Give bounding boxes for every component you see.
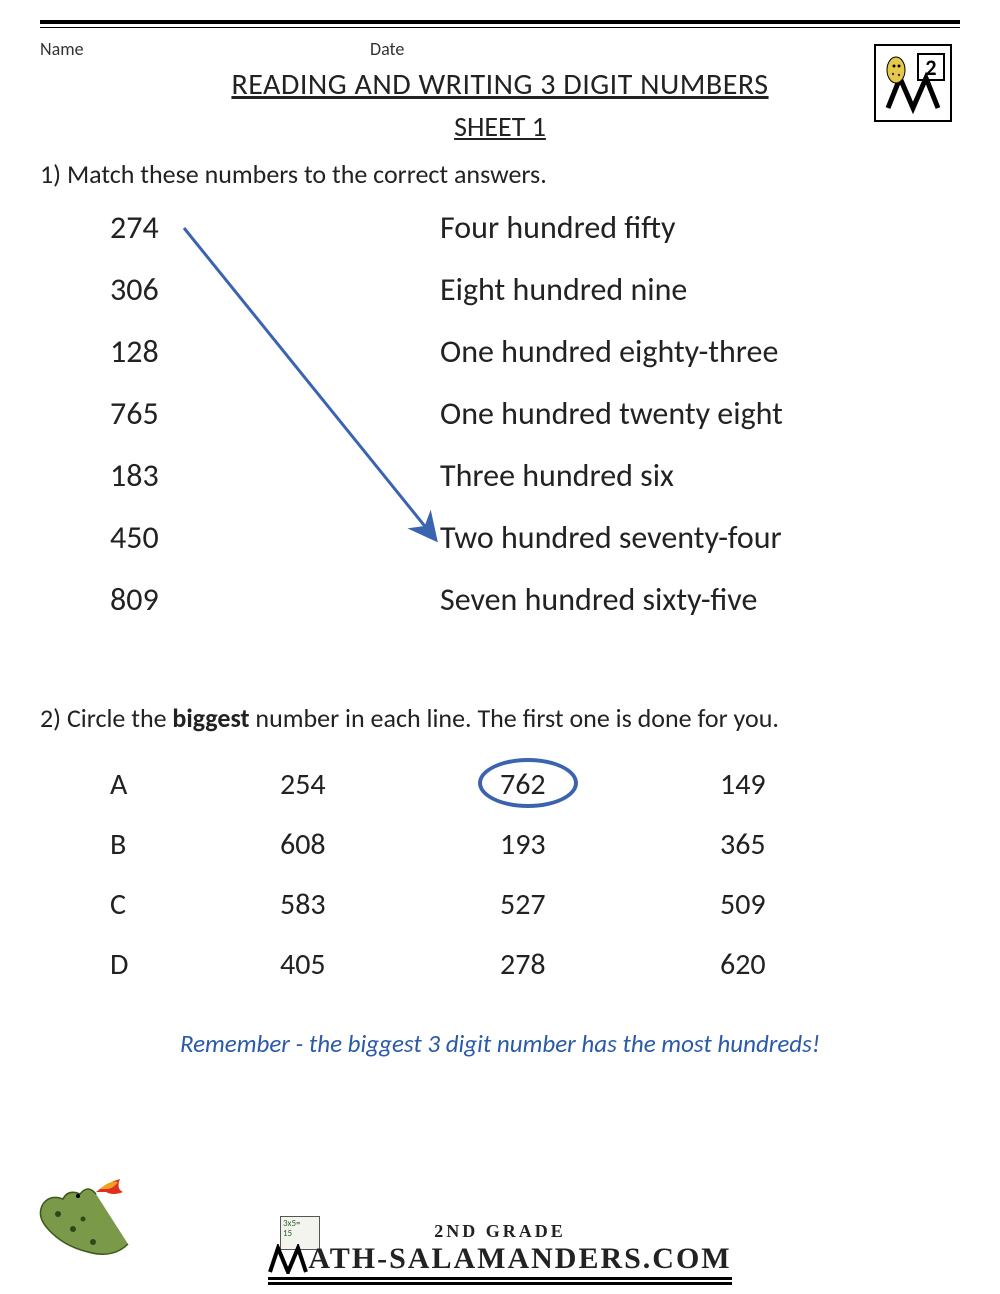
match-row: 128One hundred eighty-three [110, 332, 960, 394]
circle-mark [478, 758, 578, 808]
q2-number: 149 [720, 766, 940, 803]
match-number: 809 [110, 580, 440, 619]
match-row: 450Two hundred seventy-four [110, 518, 960, 580]
match-word: Four hundred fifty [440, 208, 960, 247]
footer-grade: 2ND GRADE [0, 1221, 1000, 1242]
footer: 2ND GRADE ATH-SALAMANDERS.COM [0, 1221, 1000, 1276]
q2-instruction-bold: biggest [172, 702, 249, 734]
q2-number: 365 [720, 826, 940, 863]
q2-row: B608193365 [110, 814, 960, 874]
header-row: Name Date [40, 38, 960, 60]
q2-number: 405 [280, 946, 500, 983]
date-label: Date [370, 38, 960, 60]
q2-number: 278 [500, 946, 720, 983]
worksheet-title: READING AND WRITING 3 DIGIT NUMBERS [40, 66, 960, 103]
match-number: 306 [110, 270, 440, 309]
match-word: One hundred twenty eight [440, 394, 960, 433]
worksheet-subtitle: SHEET 1 [40, 109, 960, 144]
brand-text: ATH-SALAMANDERS.COM [308, 1242, 731, 1275]
salamander-logo-icon: 2 [878, 48, 948, 118]
match-row: 809Seven hundred sixty-five [110, 580, 960, 642]
brand-m-icon [268, 1244, 308, 1274]
match-row: 183Three hundred six [110, 456, 960, 518]
q2-instruction-post: number in each line. The first one is do… [250, 702, 779, 734]
q2-number: 527 [500, 886, 720, 923]
q1-match-area: 274Four hundred fifty306Eight hundred ni… [110, 208, 960, 642]
q2-row-label: D [110, 946, 280, 983]
match-number: 183 [110, 456, 440, 495]
q2-number: 620 [720, 946, 940, 983]
q2-number: 509 [720, 886, 940, 923]
title-block: READING AND WRITING 3 DIGIT NUMBERS SHEE… [40, 66, 960, 144]
match-word: Two hundred seventy-four [440, 518, 960, 557]
match-word: One hundred eighty-three [440, 332, 960, 371]
match-number: 274 [110, 208, 440, 247]
match-number: 450 [110, 518, 440, 557]
q2-row-label: A [110, 766, 280, 803]
q1-instruction: 1) Match these numbers to the correct an… [40, 158, 960, 190]
footer-brand: ATH-SALAMANDERS.COM [268, 1242, 731, 1276]
match-row: 274Four hundred fifty [110, 208, 960, 270]
q2-number: 762 [500, 766, 720, 803]
q2-row: C583527509 [110, 874, 960, 934]
q2-instruction: 2) Circle the biggest number in each lin… [40, 702, 960, 734]
q2-number: 583 [280, 886, 500, 923]
q2-table: A254762149B608193365C583527509D405278620 [110, 754, 960, 994]
match-number: 765 [110, 394, 440, 433]
match-number: 128 [110, 332, 440, 371]
q2-number: 193 [500, 826, 720, 863]
grade-logo-badge: 2 [874, 44, 952, 122]
match-row: 306Eight hundred nine [110, 270, 960, 332]
q2-row-label: B [110, 826, 280, 863]
top-rule [40, 20, 960, 28]
hint-text: Remember - the biggest 3 digit number ha… [40, 1028, 960, 1059]
q2-row-label: C [110, 886, 280, 923]
match-word: Eight hundred nine [440, 270, 960, 309]
q2-row: A254762149 [110, 754, 960, 814]
match-word: Seven hundred sixty-five [440, 580, 960, 619]
q2-number: 254 [280, 766, 500, 803]
q2-row: D405278620 [110, 934, 960, 994]
name-label: Name [40, 38, 370, 60]
q2-instruction-pre: 2) Circle the [40, 702, 172, 734]
match-row: 765One hundred twenty eight [110, 394, 960, 456]
match-word: Three hundred six [440, 456, 960, 495]
q2-number: 608 [280, 826, 500, 863]
